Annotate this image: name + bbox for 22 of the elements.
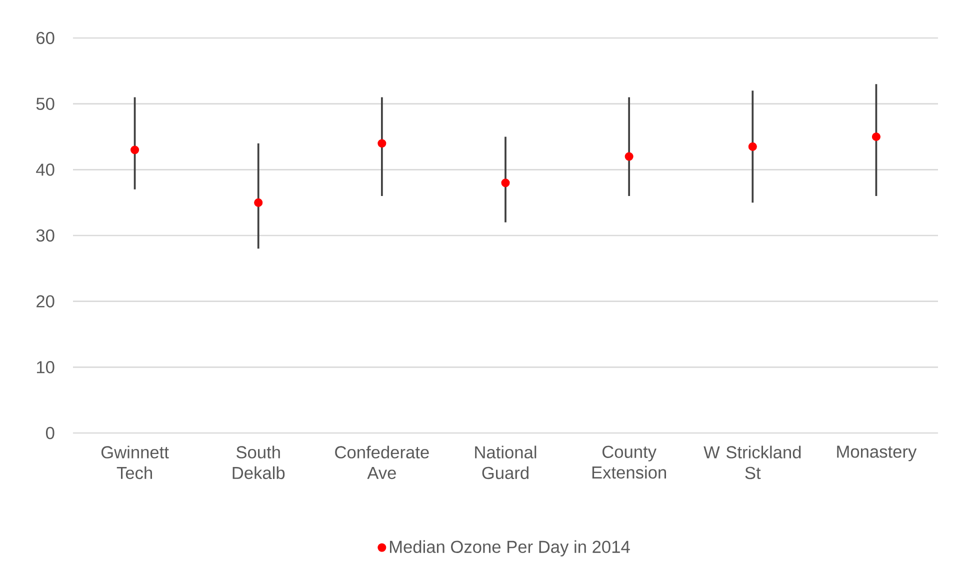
x-tick-label: County Extension bbox=[592, 446, 666, 479]
y-tick-label: 0 bbox=[46, 426, 54, 440]
legend-label: Median Ozone Per Day in 2014 bbox=[390, 540, 630, 556]
point bbox=[254, 198, 263, 207]
y-tick-label: 60 bbox=[36, 32, 54, 44]
point bbox=[378, 139, 386, 148]
point bbox=[872, 132, 880, 142]
y-tick-label: 50 bbox=[36, 98, 54, 110]
x-tick-label: Confederate Ave bbox=[335, 446, 429, 480]
x-tick-label: Gwinnett Tech bbox=[101, 446, 169, 480]
point bbox=[501, 178, 510, 188]
point bbox=[624, 152, 634, 161]
y-tick-label: 40 bbox=[36, 164, 54, 176]
x-tick-label: W Strickland St bbox=[704, 446, 801, 480]
point bbox=[130, 146, 140, 154]
x-tick-label: Monastery bbox=[837, 446, 917, 462]
y-tick-label: 10 bbox=[36, 361, 54, 374]
point bbox=[748, 142, 757, 151]
x-tick-label: National Guard bbox=[475, 446, 536, 480]
y-tick-label: 20 bbox=[36, 295, 54, 308]
x-tick-label: South Dekalb bbox=[232, 446, 285, 480]
y-tick-label: 30 bbox=[36, 229, 54, 242]
